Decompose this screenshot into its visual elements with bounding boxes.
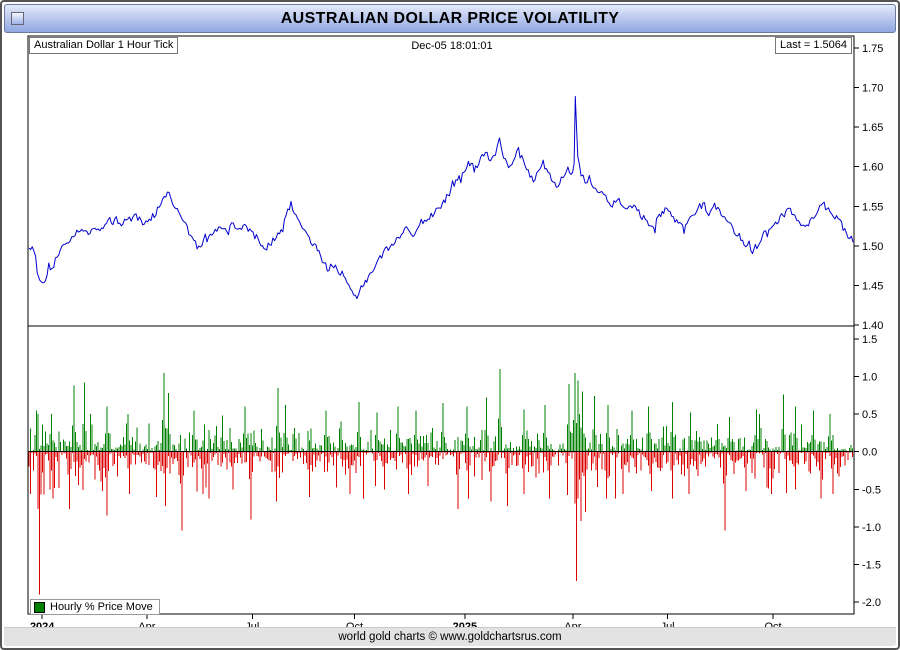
svg-text:0.0: 0.0 [862,447,877,459]
svg-text:1.40: 1.40 [862,320,883,332]
svg-text:-1.5: -1.5 [862,559,881,571]
chart-area: 1.40 1.45 1.50 1.55 1.60 1.65 1.70 1.75 -2.0 -1.5… [2,34,898,634]
svg-text:-1.0: -1.0 [862,522,881,534]
svg-text:1.55: 1.55 [862,201,883,213]
svg-text:1.50: 1.50 [862,241,883,253]
svg-text:0.5: 0.5 [862,409,877,421]
price-volatility-chart: 1.40 1.45 1.50 1.55 1.60 1.65 1.70 1.75 -2.0 -1.5… [27,35,883,633]
svg-text:1.75: 1.75 [862,43,883,55]
titlebar: AUSTRALIAN DOLLAR PRICE VOLATILITY [4,4,896,33]
series-title-box: Australian Dollar 1 Hour Tick [29,37,179,54]
svg-text:1.0: 1.0 [862,372,877,384]
last-price-box: Last = 1.5064 [775,37,852,54]
legend-swatch-green [34,601,45,613]
window-icon [11,12,24,25]
svg-text:-2.0: -2.0 [862,597,881,609]
svg-text:1.65: 1.65 [862,122,883,134]
svg-text:1.5: 1.5 [862,334,877,346]
timestamp-label: Dec-05 18:01:01 [411,40,493,52]
svg-text:1.60: 1.60 [862,162,883,174]
svg-text:1.70: 1.70 [862,83,883,95]
svg-text:-0.5: -0.5 [862,484,881,496]
footer-text: world gold charts © www.goldchartsrus.co… [338,631,562,643]
legend-label: Hourly % Price Move [50,601,153,613]
page-title: AUSTRALIAN DOLLAR PRICE VOLATILITY [280,9,620,27]
footer: world gold charts © www.goldchartsrus.co… [4,627,896,646]
legend: Hourly % Price Move [30,599,160,615]
svg-text:1.45: 1.45 [862,280,883,292]
